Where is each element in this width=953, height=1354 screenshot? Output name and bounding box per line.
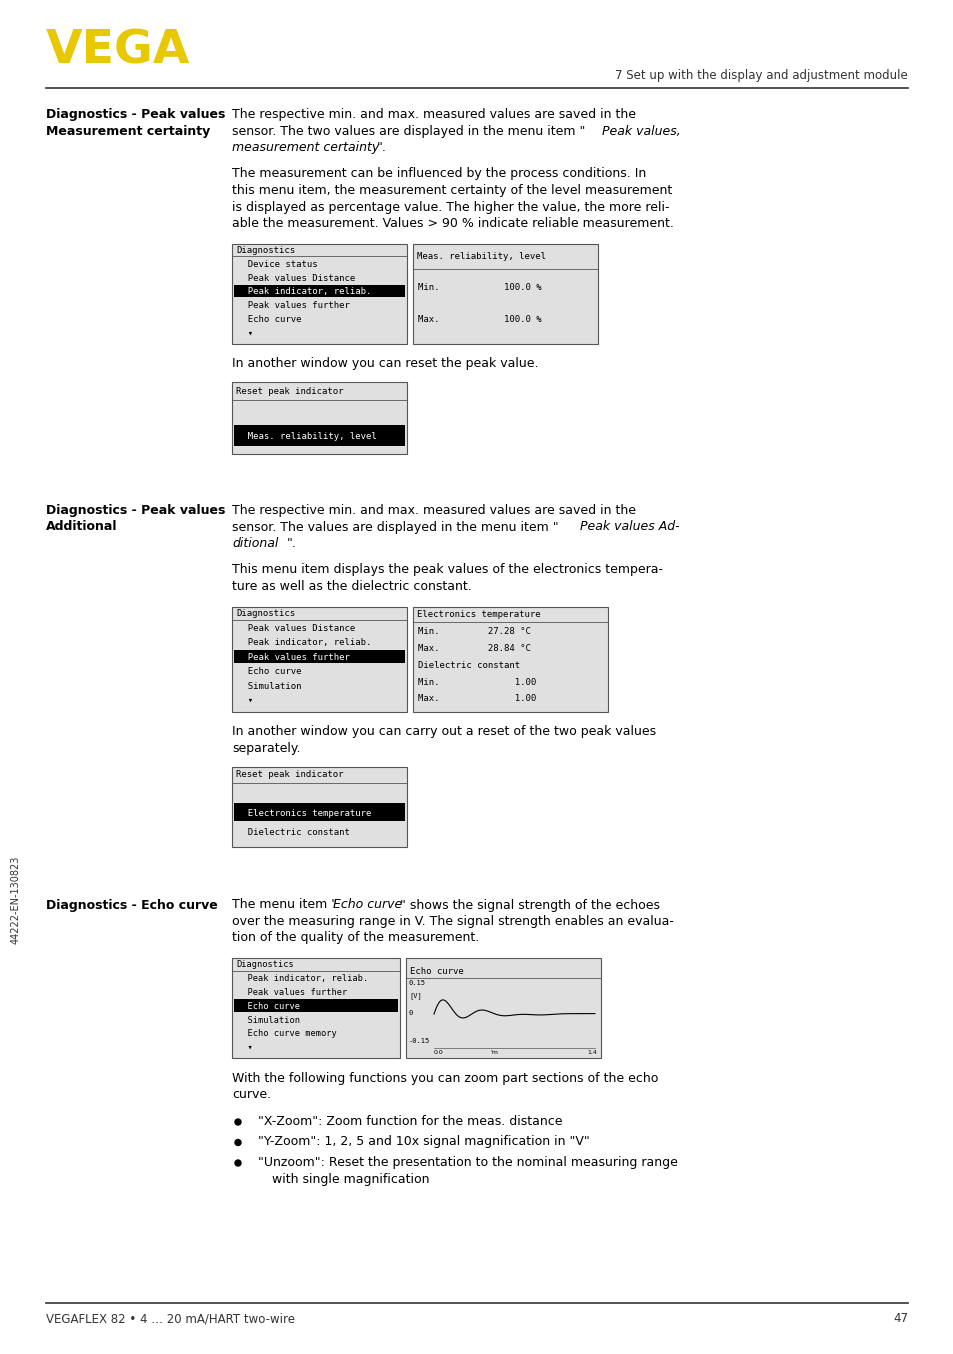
Text: 44222-EN-130823: 44222-EN-130823: [11, 856, 21, 944]
Text: Simulation: Simulation: [236, 682, 301, 691]
Circle shape: [234, 1118, 241, 1125]
Bar: [233, 650, 405, 663]
Text: able the measurement. Values > 90 % indicate reliable measurement.: able the measurement. Values > 90 % indi…: [232, 217, 673, 230]
Text: sensor. The two values are displayed in the menu item ": sensor. The two values are displayed in …: [232, 125, 585, 138]
Text: Peak indicator, reliab.: Peak indicator, reliab.: [236, 639, 371, 647]
Text: curve.: curve.: [232, 1089, 271, 1102]
Text: Echo curve: Echo curve: [236, 315, 301, 324]
Bar: [232, 959, 399, 1057]
Text: Peak values Distance: Peak values Distance: [236, 624, 355, 634]
Text: Min.         27.28 °C: Min. 27.28 °C: [417, 627, 530, 636]
Text: ".: ".: [376, 141, 387, 154]
Text: Peak values further: Peak values further: [236, 301, 350, 310]
Text: Electronics temperature: Electronics temperature: [416, 611, 540, 619]
Text: Diagnostics - Peak values: Diagnostics - Peak values: [46, 504, 225, 517]
Text: 7 Set up with the display and adjustment module: 7 Set up with the display and adjustment…: [615, 69, 907, 83]
Text: Min.              1.00: Min. 1.00: [417, 677, 536, 686]
Text: 0.15: 0.15: [409, 980, 426, 986]
Text: The respective min. and max. measured values are saved in the: The respective min. and max. measured va…: [232, 108, 636, 121]
Text: The respective min. and max. measured values are saved in the: The respective min. and max. measured va…: [232, 504, 636, 517]
Text: Echo curve: Echo curve: [236, 668, 301, 676]
Bar: [413, 607, 607, 711]
Text: 0.0: 0.0: [434, 1049, 443, 1055]
Bar: [406, 959, 600, 1057]
Text: Peak values Distance: Peak values Distance: [236, 274, 355, 283]
Text: separately.: separately.: [232, 742, 300, 756]
Text: ditional: ditional: [232, 538, 278, 550]
Text: tion of the quality of the measurement.: tion of the quality of the measurement.: [232, 932, 478, 945]
Bar: [413, 244, 598, 344]
Text: Echo curve memory: Echo curve memory: [236, 1029, 336, 1039]
Text: measurement certainty: measurement certainty: [232, 141, 379, 154]
Text: Diagnostics: Diagnostics: [235, 960, 294, 969]
Text: Measurement certainty: Measurement certainty: [46, 125, 210, 138]
Text: Reset peak indicator: Reset peak indicator: [235, 770, 343, 780]
Text: Max.         28.84 °C: Max. 28.84 °C: [417, 645, 530, 653]
Text: ture as well as the dielectric constant.: ture as well as the dielectric constant.: [232, 580, 471, 593]
Text: over the measuring range in V. The signal strength enables an evalua-: over the measuring range in V. The signa…: [232, 915, 673, 927]
Bar: [232, 382, 407, 454]
Text: The measurement can be influenced by the process conditions. In: The measurement can be influenced by the…: [232, 168, 645, 180]
Bar: [232, 244, 407, 344]
Text: Max.            100.0 %: Max. 100.0 %: [417, 315, 541, 324]
Text: "Y-Zoom": 1, 2, 5 and 10x signal magnification in "V": "Y-Zoom": 1, 2, 5 and 10x signal magnifi…: [257, 1136, 589, 1148]
Text: "Unzoom": Reset the presentation to the nominal measuring range: "Unzoom": Reset the presentation to the …: [257, 1156, 678, 1169]
Text: Peak indicator, reliab.: Peak indicator, reliab.: [236, 287, 371, 297]
Text: this menu item, the measurement certainty of the level measurement: this menu item, the measurement certaint…: [232, 184, 672, 196]
Text: Diagnostics - Peak values: Diagnostics - Peak values: [46, 108, 225, 121]
Text: Min.            100.0 %: Min. 100.0 %: [417, 283, 541, 292]
Text: Peak values Ad-: Peak values Ad-: [579, 520, 679, 533]
Text: Meas. reliability, level: Meas. reliability, level: [236, 432, 376, 441]
Text: Max.              1.00: Max. 1.00: [417, 695, 536, 704]
Text: Diagnostics: Diagnostics: [235, 609, 294, 617]
Text: Echo curve: Echo curve: [236, 1002, 299, 1011]
Text: Echo curve: Echo curve: [410, 967, 463, 976]
Text: VEGA: VEGA: [46, 28, 191, 73]
Text: Echo curve: Echo curve: [333, 899, 402, 911]
Text: Diagnostics - Echo curve: Diagnostics - Echo curve: [46, 899, 217, 911]
Text: In another window you can reset the peak value.: In another window you can reset the peak…: [232, 357, 537, 371]
Text: With the following functions you can zoom part sections of the echo: With the following functions you can zoo…: [232, 1072, 658, 1085]
Text: is displayed as percentage value. The higher the value, the more reli-: is displayed as percentage value. The hi…: [232, 200, 669, 214]
Text: -0.15: -0.15: [409, 1039, 430, 1044]
Bar: [233, 803, 405, 821]
Text: sensor. The values are displayed in the menu item ": sensor. The values are displayed in the …: [232, 520, 558, 533]
Bar: [233, 425, 405, 445]
Text: "X-Zoom": Zoom function for the meas. distance: "X-Zoom": Zoom function for the meas. di…: [257, 1114, 562, 1128]
Text: with single magnification: with single magnification: [272, 1173, 429, 1186]
Text: The menu item ": The menu item ": [232, 899, 336, 911]
Text: ".: ".: [287, 538, 296, 550]
Text: 1.4: 1.4: [586, 1049, 597, 1055]
Text: ▾: ▾: [236, 329, 253, 337]
Text: Dielectric constant: Dielectric constant: [417, 661, 519, 670]
Text: Peak values further: Peak values further: [236, 988, 347, 997]
Text: " shows the signal strength of the echoes: " shows the signal strength of the echoe…: [399, 899, 659, 911]
Text: Peak values,: Peak values,: [601, 125, 680, 138]
Bar: [233, 284, 405, 298]
Bar: [232, 766, 407, 846]
Text: Reset peak indicator: Reset peak indicator: [235, 387, 343, 395]
Circle shape: [234, 1140, 241, 1145]
Text: Peak indicator, reliab.: Peak indicator, reliab.: [236, 975, 368, 983]
Text: 47: 47: [892, 1312, 907, 1326]
Text: [V]: [V]: [409, 992, 421, 999]
Text: ▾: ▾: [236, 696, 253, 705]
Text: In another window you can carry out a reset of the two peak values: In another window you can carry out a re…: [232, 726, 656, 738]
Text: Dielectric constant: Dielectric constant: [236, 827, 350, 837]
Circle shape: [234, 1160, 241, 1166]
Text: 0: 0: [409, 1010, 413, 1016]
Text: Additional: Additional: [46, 520, 117, 533]
Text: Diagnostics: Diagnostics: [235, 245, 294, 255]
Text: Meas. reliability, level: Meas. reliability, level: [416, 252, 545, 261]
Text: Peak values further: Peak values further: [236, 653, 350, 662]
Text: 'm: 'm: [490, 1049, 497, 1055]
Text: Electronics temperature: Electronics temperature: [236, 808, 371, 818]
Bar: [232, 607, 407, 711]
Text: Device status: Device status: [236, 260, 317, 269]
Text: Simulation: Simulation: [236, 1016, 299, 1025]
Text: This menu item displays the peak values of the electronics tempera-: This menu item displays the peak values …: [232, 563, 662, 577]
Text: ▾: ▾: [236, 1043, 253, 1052]
Bar: [233, 999, 397, 1011]
Text: VEGAFLEX 82 • 4 … 20 mA/HART two-wire: VEGAFLEX 82 • 4 … 20 mA/HART two-wire: [46, 1312, 294, 1326]
